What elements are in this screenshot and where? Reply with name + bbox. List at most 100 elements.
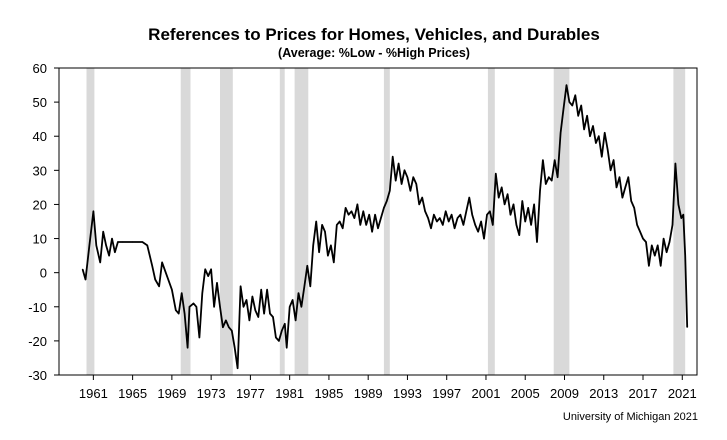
data-point xyxy=(141,241,143,243)
source-note: University of Michigan 2021 xyxy=(563,411,698,423)
data-point xyxy=(598,135,600,137)
data-point xyxy=(445,210,447,212)
y-tick-label: -20 xyxy=(28,334,47,349)
recession-band xyxy=(673,68,686,375)
data-point xyxy=(621,197,624,199)
data-point xyxy=(610,169,612,171)
data-point xyxy=(204,268,206,270)
plot-frame xyxy=(58,67,698,376)
data-point xyxy=(292,299,294,301)
data-point xyxy=(395,180,397,182)
data-point xyxy=(359,224,361,226)
data-point xyxy=(639,231,641,233)
data-point xyxy=(362,210,364,212)
data-point xyxy=(668,241,671,243)
data-point xyxy=(542,159,544,161)
data-point xyxy=(583,128,585,130)
data-point xyxy=(178,313,180,315)
data-point xyxy=(486,214,488,216)
data-point xyxy=(171,289,173,291)
data-point xyxy=(536,241,538,243)
data-point xyxy=(281,330,283,332)
data-point xyxy=(613,159,615,161)
data-point xyxy=(365,224,367,226)
data-point xyxy=(269,313,271,315)
data-point xyxy=(374,214,376,216)
data-point xyxy=(489,210,491,212)
tick-labels: -30 -20 -10 0 10 20 30 40 50 60 1961 1965 1969 1973 19… xyxy=(28,61,697,401)
data-point xyxy=(545,183,547,185)
data-point xyxy=(660,265,662,267)
data-point xyxy=(504,203,506,205)
data-point xyxy=(175,309,177,311)
series-line xyxy=(81,84,689,370)
x-tick-label: 1961 xyxy=(79,386,108,401)
x-tick-label: 1969 xyxy=(157,386,186,401)
data-point xyxy=(480,220,482,223)
data-point xyxy=(228,326,230,328)
data-point xyxy=(456,217,459,219)
chart-subtitle: (Average: %Low - %High Prices) xyxy=(278,46,470,60)
x-tick-label: 1993 xyxy=(393,386,422,401)
data-point xyxy=(377,227,379,229)
data-point xyxy=(418,203,420,205)
data-point xyxy=(242,306,245,308)
data-point xyxy=(348,214,350,216)
data-point xyxy=(210,268,212,270)
data-point xyxy=(654,255,656,257)
data-point xyxy=(336,224,338,226)
chart-title: References to Prices for Homes, Vehicles… xyxy=(148,25,600,44)
recession-band xyxy=(180,68,191,375)
data-point xyxy=(245,299,248,301)
data-point xyxy=(524,220,526,223)
data-point xyxy=(477,231,479,233)
recession-band xyxy=(279,68,285,375)
data-point xyxy=(289,306,291,308)
data-point xyxy=(184,313,186,315)
data-point xyxy=(95,244,97,246)
data-point xyxy=(297,292,300,294)
data-point xyxy=(663,238,665,240)
data-point xyxy=(627,176,629,178)
data-point xyxy=(509,214,512,216)
data-point xyxy=(548,176,550,178)
data-point xyxy=(371,231,373,233)
data-point xyxy=(474,224,476,226)
recession-band xyxy=(383,68,390,375)
data-point xyxy=(195,306,197,308)
y-tick-label: 10 xyxy=(33,232,47,247)
data-point xyxy=(439,217,441,219)
data-point xyxy=(231,330,233,332)
data-point xyxy=(674,162,677,165)
data-point xyxy=(459,214,461,216)
recession-band xyxy=(86,68,95,375)
data-point xyxy=(295,319,297,321)
data-point xyxy=(300,306,302,308)
data-point xyxy=(515,224,518,226)
y-tick-label: -30 xyxy=(28,368,47,383)
data-point xyxy=(353,217,355,219)
data-point xyxy=(492,224,494,226)
data-point xyxy=(427,217,429,219)
data-point xyxy=(403,169,406,171)
data-point xyxy=(682,214,684,216)
data-point xyxy=(671,224,674,226)
data-point xyxy=(222,326,224,328)
data-point xyxy=(433,214,435,216)
data-point xyxy=(501,186,503,188)
data-point xyxy=(272,316,274,318)
data-point xyxy=(315,220,317,223)
data-point xyxy=(333,261,335,263)
data-point xyxy=(657,244,659,246)
data-point xyxy=(275,336,277,339)
y-tick-label: 50 xyxy=(33,95,47,110)
data-point xyxy=(577,115,579,117)
data-point xyxy=(114,251,116,253)
data-point xyxy=(122,241,124,243)
data-point xyxy=(309,285,311,287)
data-point xyxy=(436,220,438,223)
data-point xyxy=(527,207,529,209)
data-point xyxy=(330,244,332,246)
data-point xyxy=(586,115,588,117)
